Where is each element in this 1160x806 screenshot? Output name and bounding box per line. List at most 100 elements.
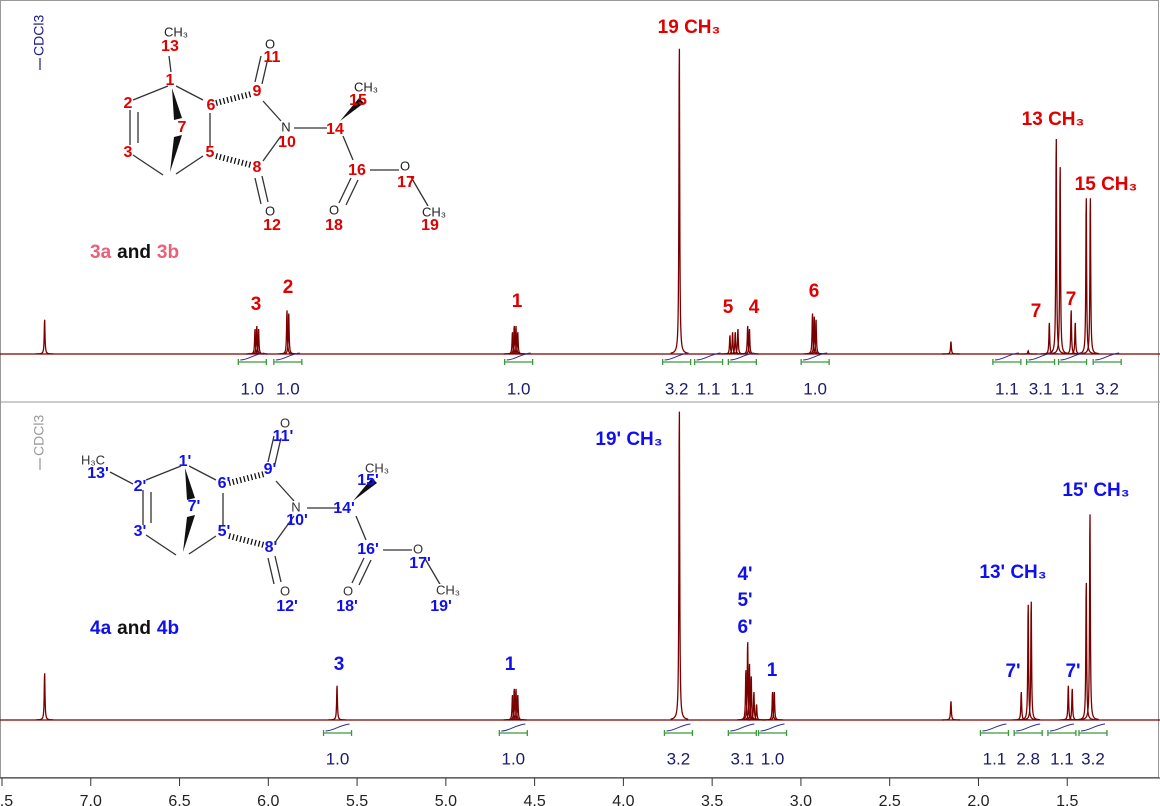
integral-label: 1.1 [697,379,721,398]
integral-curve [1016,723,1041,732]
bond [410,176,429,207]
x-tick-label: 4.5 [523,793,545,806]
atom-label: O [265,203,275,218]
integral-label: 1.1 [1061,379,1085,398]
integral-label: 1.0 [507,379,531,398]
atom-number: 19' [430,598,452,615]
x-tick-label: 5.0 [435,793,457,806]
hash-bond [215,91,252,106]
atom-number: 6 [207,97,216,114]
x-tick-label: 7.0 [80,793,102,806]
caption-part: 3b [157,242,179,263]
bond [132,154,164,176]
caption-part: and [117,242,151,263]
integral-bracket [322,730,353,736]
peak [1019,604,1038,721]
integral-label: 1.0 [803,379,827,398]
peak [1051,167,1070,355]
wedge-bond [353,478,377,501]
caption-part: 3a [90,242,112,263]
integral-bracket [693,359,724,365]
atom-number: 15 [349,92,367,109]
wedge-bond [340,98,364,121]
peak-label: 7 [1066,289,1077,310]
peak [670,48,689,354]
atom-label: CH₃ [354,79,378,94]
atom-bg [281,121,291,135]
integral-label: 3.1 [1029,379,1053,398]
atom-bg [363,462,391,476]
bond [168,55,172,73]
bond [261,57,269,85]
atom-label: O [413,541,423,556]
atom-label: O [265,36,275,51]
integral-bracket [727,359,757,365]
atom-bg [280,585,290,599]
peak [507,325,525,355]
atom-bg [343,585,353,599]
peak [1059,685,1078,721]
bond [188,535,217,555]
peak-label: 3 [251,294,262,315]
integral-bracket [992,359,1022,365]
atom-number: 13 [161,38,179,55]
peak [1047,139,1066,355]
peak [1077,582,1096,721]
peak-label: 15' CH₃ [1062,480,1129,501]
atom-number: 10' [286,512,308,529]
integral-curve [666,723,691,732]
integral-bracket [661,359,692,365]
atom-label: H₃C [81,452,105,467]
peak [1019,349,1038,355]
integral-bracket [1092,359,1122,365]
peak [807,319,825,355]
atom-bg [280,417,290,431]
atom-bg [420,206,448,220]
structure-caption: 3a and 3b [90,242,179,263]
integral-bracket [273,359,303,365]
peak-label: 6' [737,617,752,638]
x-tick-label: 6.5 [168,793,190,806]
integral-curve [664,352,689,361]
x-tick-label: 6.0 [257,793,279,806]
peak [249,329,268,355]
atom-label: O [280,415,290,430]
integral-curve [1049,723,1074,732]
integral-curve [730,723,755,732]
atom-label: CH₃ [365,460,389,475]
bond [188,465,217,481]
bond [254,55,262,83]
peak-label: 1 [512,291,523,312]
integral-label: 3.1 [731,749,755,768]
wedge-bond [183,515,195,552]
atom-number: 11 [264,49,281,66]
integral-bracket [1025,359,1056,365]
solvent-label: CDCl3 [31,415,47,456]
peak [805,316,824,355]
integral-bracket [727,730,757,736]
atom-bg [265,205,275,219]
bond [175,85,204,101]
x-tick-label: 3.0 [790,793,812,806]
peak-label: 13' CH₃ [979,562,1046,583]
integral-curve [803,352,828,361]
atom-number: 8' [265,539,278,556]
atom-bg [352,81,380,95]
peak [942,701,960,721]
integral-curve [275,352,300,361]
caption-part: and [117,618,151,639]
bond [351,557,365,584]
x-tick-label: 2.5 [879,793,901,806]
atom-number: 1' [179,453,192,470]
atom-number: 15' [357,472,379,489]
atom-number: 2 [124,95,133,112]
integral-label: 1.1 [983,749,1007,768]
peak [509,695,527,721]
hash-bond [228,533,265,548]
integral-curve [696,352,721,361]
integral-label: 1.1 [1050,749,1074,768]
integral-curve [501,723,526,732]
structure-caption: 4a and 4b [90,618,179,639]
